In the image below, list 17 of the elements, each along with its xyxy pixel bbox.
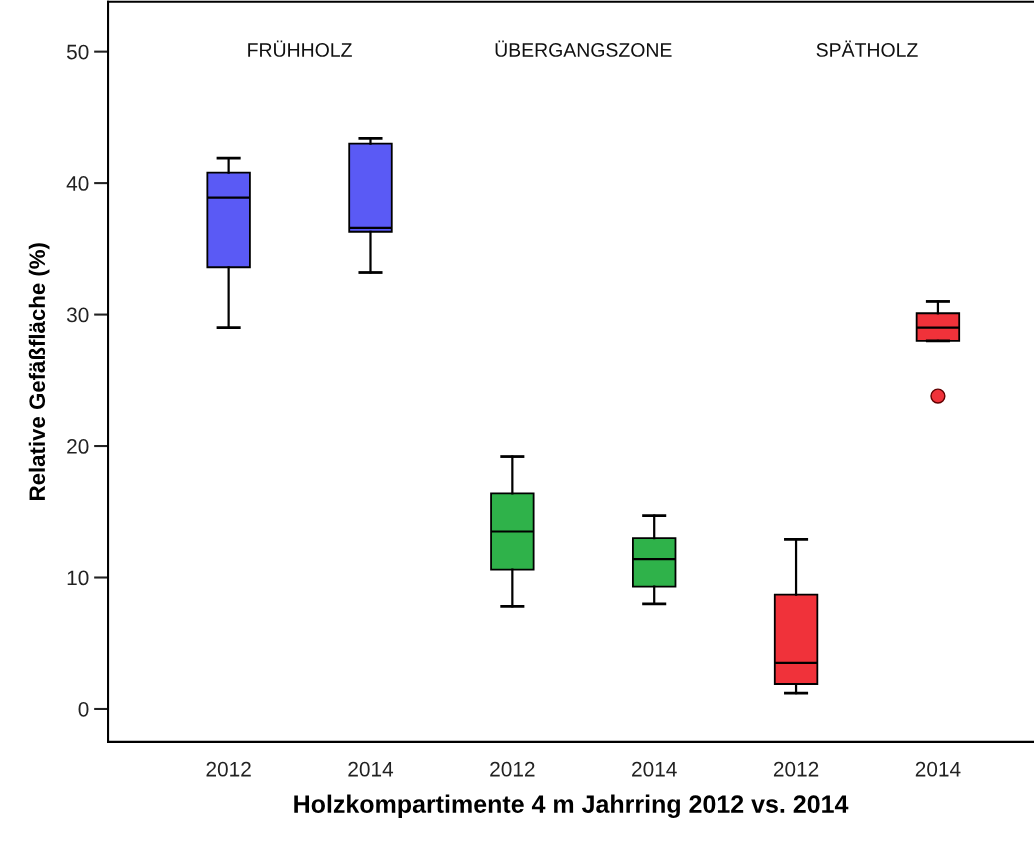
annotation: SPÄTHOLZ xyxy=(816,40,918,57)
x-tick-label: 2012 xyxy=(206,761,251,777)
y-tick-label: 10 xyxy=(67,570,89,586)
x-tick-label: 2014 xyxy=(915,761,961,777)
annotation: FRÜHHOLZ xyxy=(248,40,352,57)
y-axis-title: Relative Gefäßfläche (%) xyxy=(28,243,50,500)
x-tick-label: 2014 xyxy=(632,761,677,777)
y-tick-label: 0 xyxy=(78,701,89,717)
x-tick-label: 2012 xyxy=(773,761,819,777)
x-tick-label: 2014 xyxy=(348,761,394,777)
y-tick-label: 30 xyxy=(66,307,89,323)
y-tick-label: 50 xyxy=(66,44,89,60)
x-tick-label: 2012 xyxy=(490,761,535,777)
y-tick-label: 40 xyxy=(66,176,89,191)
y-tick-label: 20 xyxy=(67,439,89,454)
x-axis-title: Holzkompartimente 4 m Jahrring 2012 vs. 2014 xyxy=(294,794,849,819)
annotation: ÜBERGANGSZONE xyxy=(495,40,672,57)
